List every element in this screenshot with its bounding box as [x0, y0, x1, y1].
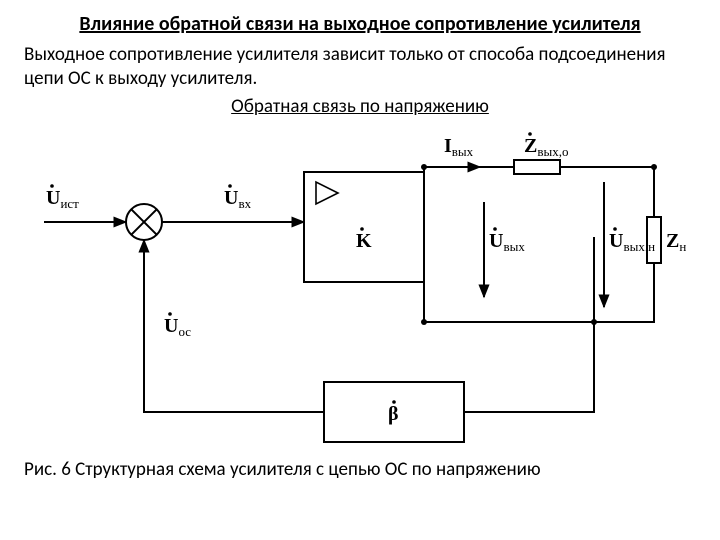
label-U_out: Uвых: [489, 230, 525, 254]
figure-caption: Рис. 6 Структурная схема усилителя с цеп…: [24, 458, 696, 481]
diagram-svg: UистUвхUосKIвыхZвых,оUвыхUвых.нZнβ: [24, 122, 696, 452]
label-Z_out: Zвых,о: [524, 135, 568, 159]
label-U_oc: Uос: [164, 315, 191, 339]
label-U_ist: Uист: [46, 187, 79, 211]
label-K: K: [356, 230, 372, 252]
intro-paragraph: Выходное сопротивление усилителя зависит…: [24, 43, 696, 91]
label-beta: β: [388, 403, 399, 425]
subheading: Обратная связь по напряжению: [24, 95, 696, 118]
label-I_out: Iвых: [444, 135, 474, 159]
label-U_vx: Uвх: [224, 187, 252, 211]
label-Z_load: Zн: [666, 230, 686, 254]
circuit-diagram: UистUвхUосKIвыхZвых,оUвыхUвых.нZнβ: [24, 122, 696, 452]
page-title: Влияние обратной связи на выходное сопро…: [24, 12, 696, 37]
